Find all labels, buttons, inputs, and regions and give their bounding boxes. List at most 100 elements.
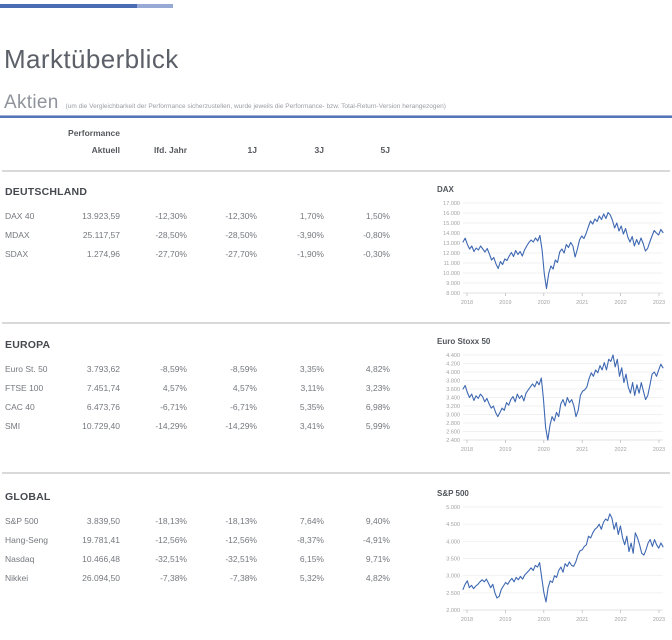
column-header-1j: 1J (247, 145, 257, 155)
index-value: 3,41% (299, 421, 324, 431)
index-value: 3,23% (365, 383, 390, 393)
index-value: -3,90% (297, 230, 324, 240)
blue-divider (0, 115, 672, 118)
column-header-lfd-jahr: lfd. Jahr (153, 145, 187, 155)
y-axis-tick-label: 2.000 (446, 608, 460, 614)
index-name: Euro St. 50 (5, 364, 48, 374)
column-header-3j: 3J (314, 145, 324, 155)
x-axis-tick-label: 2019 (499, 300, 511, 306)
section-rows: Euro St. 50 3.793,62 -8,59% -8,59% 3,35% 4,82… (5, 360, 391, 436)
index-value: 10.729,40 (82, 421, 120, 431)
y-axis-tick-label: 8.000 (446, 291, 460, 297)
section-rows: DAX 40 13.923,59 -12,30% -12,30% 1,70% 1,50% M… (5, 207, 391, 264)
x-axis-tick-label: 2018 (461, 300, 473, 306)
index-value: -12,30% (225, 211, 257, 221)
chart-dax: DAX 17.000 16.000 15.000 14.000 13.000 12.000… (437, 185, 667, 307)
section-rows: S&P 500 3.839,50 -18,13% -18,13% 7,64% 9,40% H… (5, 512, 391, 588)
index-value: -27,70% (155, 249, 187, 259)
table-row: CAC 40 6.473,76 -6,71% -6,71% 5,35% 6,98% (5, 398, 391, 417)
index-value: 3.793,62 (86, 364, 120, 374)
y-axis-tick-label: 3.400 (446, 396, 460, 402)
table-header: Performance Aktuell lfd. Jahr 1J 3J 5J (5, 127, 391, 156)
index-value: 25.117,57 (82, 230, 120, 240)
index-value: -32,51% (155, 554, 187, 564)
index-value: -14,29% (225, 421, 257, 431)
index-value: 1,50% (365, 211, 390, 221)
table-row: Nikkei 26.094,50 -7,38% -7,38% 5,32% 4,82% (5, 569, 391, 588)
index-value: 5,99% (365, 421, 390, 431)
y-axis-tick-label: 3.000 (446, 574, 460, 580)
x-axis-tick-label: 2019 (499, 447, 511, 453)
chart-title: DAX (437, 185, 454, 194)
top-accent-bar (0, 4, 173, 8)
index-name: DAX 40 (5, 211, 35, 221)
index-value: -12,56% (155, 535, 187, 545)
index-value: 4,82% (365, 573, 390, 583)
index-value: 13.923,59 (82, 211, 120, 221)
y-axis-tick-label: 14.000 (443, 231, 460, 237)
index-value: 1.274,96 (86, 249, 120, 259)
x-axis-tick-label: 2022 (614, 300, 626, 306)
x-axis-tick-label: 2021 (576, 447, 588, 453)
x-axis-tick-label: 2018 (461, 617, 473, 623)
index-value: 3,11% (300, 383, 324, 393)
index-name: MDAX (5, 230, 30, 240)
y-axis-tick-label: 9.000 (446, 281, 460, 287)
y-axis-tick-label: 3.800 (446, 379, 460, 385)
index-value: 6,15% (299, 554, 324, 564)
index-value: 1,70% (299, 211, 324, 221)
y-axis-tick-label: 2.800 (446, 421, 460, 427)
header-divider (2, 170, 670, 172)
y-axis-tick-label: 3.200 (446, 404, 460, 410)
y-axis-tick-label: 4.400 (446, 353, 460, 359)
y-axis-tick-label: 13.000 (443, 241, 460, 247)
y-axis-tick-label: 2.400 (446, 438, 460, 444)
x-axis-tick-label: 2023 (653, 300, 665, 306)
index-value: 26.094,50 (82, 573, 120, 583)
x-axis-tick-label: 2018 (461, 447, 473, 453)
x-axis-tick-label: 2022 (614, 617, 626, 623)
index-value: -4,91% (363, 535, 390, 545)
index-value: -28,50% (225, 230, 257, 240)
index-value: 6.473,76 (86, 402, 120, 412)
index-value: -7,38% (160, 573, 187, 583)
y-axis-tick-label: 3.000 (446, 413, 460, 419)
index-value: -12,30% (155, 211, 187, 221)
index-name: SDAX (5, 249, 29, 259)
page-title: Marktüberblick (4, 44, 179, 74)
y-axis-tick-label: 3.600 (446, 387, 460, 393)
index-value: -14,29% (155, 421, 187, 431)
section-deutschland: DEUTSCHLAND DAX 40 13.923,59 -12,30% -12,30… (5, 186, 391, 264)
index-value: -8,59% (160, 364, 187, 374)
y-axis-tick-label: 4.500 (446, 522, 460, 528)
y-axis-tick-label: 3.500 (446, 557, 460, 563)
y-axis-tick-label: 4.200 (446, 362, 460, 368)
index-value: -6,71% (160, 402, 187, 412)
index-value: 3.839,50 (86, 516, 120, 526)
column-header-aktuell: Aktuell (91, 145, 120, 155)
index-value: 9,40% (365, 516, 390, 526)
index-name: Nasdaq (5, 554, 35, 564)
index-value: 10.466,48 (82, 554, 120, 564)
x-axis-tick-label: 2020 (538, 447, 550, 453)
x-axis-tick-label: 2019 (499, 617, 511, 623)
table-header-columns-row: Aktuell lfd. Jahr 1J 3J 5J (5, 144, 391, 156)
index-value: 3,35% (299, 364, 324, 374)
top-accent-bar-light (137, 4, 173, 8)
index-value: 7,64% (299, 516, 324, 526)
x-axis-tick-label: 2022 (614, 447, 626, 453)
section-divider-2 (2, 472, 670, 474)
index-value: -32,51% (225, 554, 257, 564)
y-axis-tick-label: 5.000 (446, 505, 460, 511)
section-title: Aktien (4, 92, 59, 113)
x-axis-tick-label: 2021 (576, 300, 588, 306)
index-name: Hang-Seng (5, 535, 49, 545)
index-value: -6,71% (230, 402, 257, 412)
chart-euro-stoxx-50-plot: 4.400 4.200 4.000 3.800 3.600 3.400 3.200 3.000… (446, 353, 665, 453)
index-value: -7,38% (230, 573, 257, 583)
table-row: S&P 500 3.839,50 -18,13% -18,13% 7,64% 9,40% (5, 512, 391, 531)
chart-title: Euro Stoxx 50 (437, 337, 491, 346)
index-value: -28,50% (155, 230, 187, 240)
index-name: SMI (5, 421, 21, 431)
